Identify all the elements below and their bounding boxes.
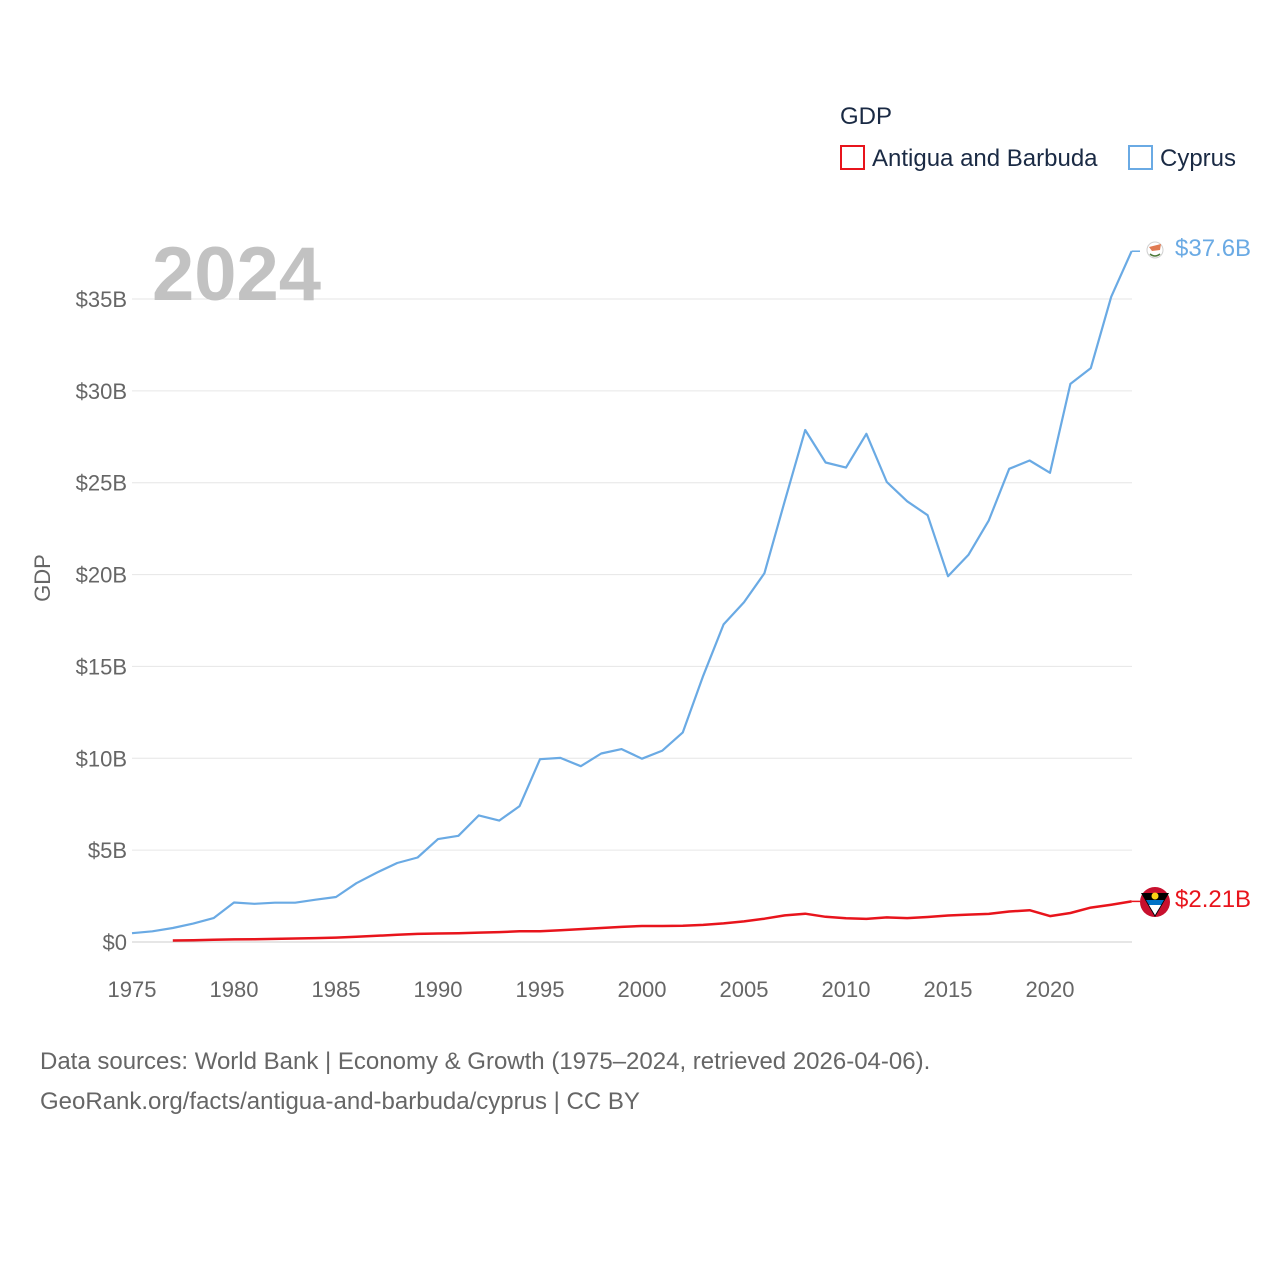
x-tick-label: 1995	[516, 977, 565, 1002]
y-axis-title: GDP	[30, 554, 55, 602]
series-lines	[131, 250, 1140, 942]
y-tick-label: $20B	[76, 563, 127, 588]
series-line-cyprus	[131, 250, 1133, 935]
x-tick-label: 2000	[618, 977, 667, 1002]
y-tick-label: $5B	[88, 838, 127, 863]
x-tick-label: 2005	[720, 977, 769, 1002]
x-tick-label: 1975	[108, 977, 157, 1002]
x-tick-label: 2010	[822, 977, 871, 1002]
current-year-label: 2024	[152, 232, 321, 317]
y-tick-label: $15B	[76, 654, 127, 679]
legend-swatch-antigua	[840, 145, 865, 170]
source-line-data: Data sources: World Bank | Economy & Gro…	[40, 1048, 931, 1075]
cyprus-flag-icon	[1146, 241, 1164, 259]
x-axis-ticks: 1975 1980 1985 1990 1995 2000 2005 2010 2015 2020	[108, 977, 1075, 1002]
y-tick-label: $10B	[76, 746, 127, 771]
legend-label-antigua: Antigua and Barbuda	[872, 145, 1098, 172]
y-tick-label: $30B	[76, 379, 127, 404]
y-tick-label: $25B	[76, 471, 127, 496]
antigua-end-value-label: $2.21B	[1175, 886, 1251, 913]
cyprus-end-value-label: $37.6B	[1175, 235, 1251, 262]
x-tick-label: 1985	[312, 977, 361, 1002]
legend-label-cyprus: Cyprus	[1160, 145, 1236, 172]
source-note: Data sources: World Bank | Economy & Gro…	[40, 1042, 1240, 1122]
source-line-url: GeoRank.org/facts/antigua-and-barbuda/cy…	[40, 1088, 640, 1115]
x-tick-label: 1980	[210, 977, 259, 1002]
antigua-flag-icon	[1140, 887, 1170, 917]
legend-swatch-cyprus	[1128, 145, 1153, 170]
gridlines	[132, 298, 1132, 943]
y-tick-label: $0	[103, 930, 127, 955]
y-axis-ticks: $0 $5B $10B $15B $20B $25B $30B $35B	[76, 287, 127, 955]
legend-title: GDP	[840, 103, 892, 130]
y-tick-label: $35B	[76, 287, 127, 312]
legend: GDP Antigua and Barbuda Cyprus	[840, 103, 1236, 172]
series-line-antigua-and-barbuda	[172, 900, 1132, 942]
x-tick-label: 2015	[924, 977, 973, 1002]
x-tick-label: 2020	[1026, 977, 1075, 1002]
x-tick-label: 1990	[414, 977, 463, 1002]
